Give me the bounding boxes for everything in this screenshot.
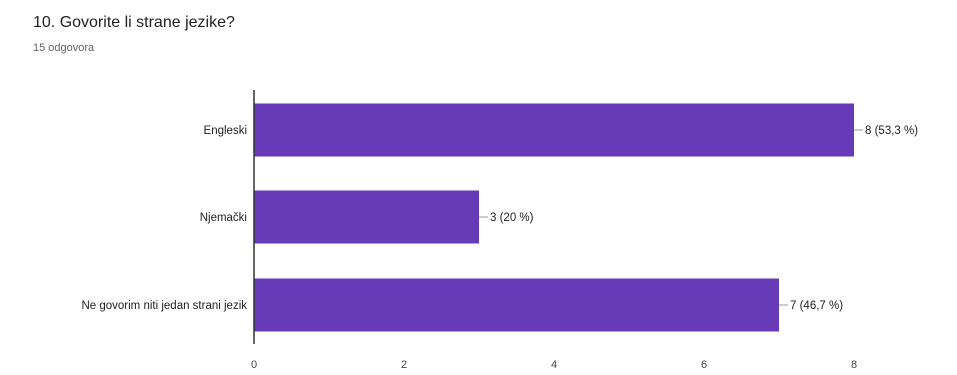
x-tick-label: 6 (701, 359, 707, 371)
x-tick-label: 2 (401, 359, 407, 371)
bar (254, 103, 854, 157)
x-tick-label: 8 (851, 359, 857, 371)
category-label: Engleski (204, 125, 247, 137)
category-label: Ne govorim niti jedan strani jezik (81, 300, 247, 312)
x-tick-label: 4 (551, 359, 557, 371)
category-label: Njemački (200, 212, 247, 224)
data-label: 3 (20 %) (490, 212, 534, 224)
data-label: 7 (46,7 %) (790, 300, 843, 312)
response-count: 15 odgovora (33, 42, 95, 54)
x-tick-label: 0 (251, 359, 257, 371)
bar (254, 190, 479, 244)
data-label: 8 (53,3 %) (865, 125, 918, 137)
bar (254, 278, 779, 332)
question-title: 10. Govorite li strane jezike? (33, 14, 235, 31)
